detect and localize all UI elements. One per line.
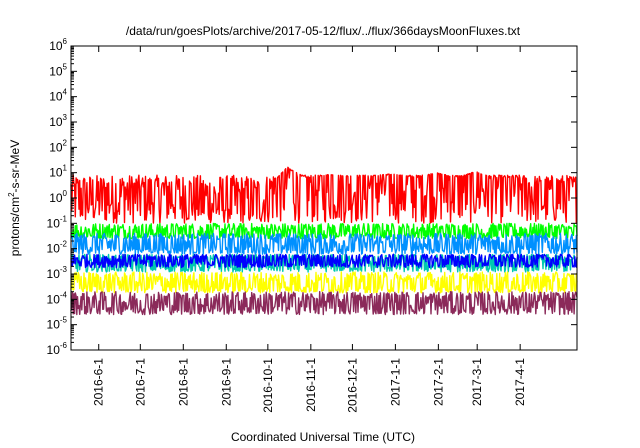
y-tick-exponent: -6	[60, 341, 68, 350]
x-tick-label: 2017-4-1	[513, 358, 527, 406]
x-tick-label: 2016-8-1	[176, 358, 190, 406]
y-tick-base: 10	[49, 166, 63, 180]
y-tick-exponent: -1	[60, 214, 68, 223]
y-tick-exponent: 1	[63, 164, 68, 173]
series-line	[70, 253, 578, 273]
y-tick-label: 101	[49, 164, 67, 180]
x-tick-label: 2016-12-1	[345, 358, 359, 413]
series-layer	[70, 166, 578, 316]
y-tick-exponent: 3	[63, 113, 68, 122]
y-tick-base: 10	[47, 292, 61, 306]
x-axis: 2016-6-1 2016-7-1 2016-8-1 2016-9-1 2016-10-…	[92, 46, 527, 413]
y-tick-base: 10	[47, 343, 61, 357]
x-tick-label: 2017-2-1	[431, 358, 445, 406]
y-tick-base: 10	[49, 39, 63, 53]
series-line	[70, 166, 578, 224]
y-tick-base: 10	[49, 64, 63, 78]
y-tick-exponent: 5	[63, 62, 68, 71]
y-tick-exponent: 2	[63, 138, 68, 147]
series-line	[70, 253, 578, 269]
y-tick-label: 106	[49, 37, 67, 53]
y-tick-base: 10	[47, 267, 61, 281]
y-tick-label: 102	[49, 138, 67, 154]
chart-title: /data/run/goesPlots/archive/2017-05-12/f…	[126, 24, 521, 38]
y-tick-label: 10-4	[47, 290, 68, 306]
series-line	[70, 232, 578, 255]
y-tick-label: 10-2	[47, 240, 68, 256]
y-axis-label: protons/cm2-s-sr-MeV	[7, 140, 22, 256]
y-tick-base: 10	[49, 115, 63, 129]
y-tick-exponent: -2	[60, 240, 68, 249]
series-line	[70, 271, 578, 294]
y-tick-exponent: 4	[63, 88, 68, 97]
y-tick-exponent: -3	[60, 265, 68, 274]
y-tick-base: 10	[49, 90, 63, 104]
y-tick-base: 10	[47, 318, 61, 332]
y-tick-label: 100	[49, 189, 67, 205]
y-tick-base: 10	[49, 140, 63, 154]
y-tick-base: 10	[47, 216, 61, 230]
x-tick-label: 2016-6-1	[92, 358, 106, 406]
x-axis-label: Coordinated Universal Time (UTC)	[231, 430, 415, 444]
y-tick-base: 10	[49, 191, 63, 205]
y-axis-label-suffix: -s-sr-MeV	[8, 140, 22, 193]
y-axis-label-prefix: protons/cm	[8, 197, 22, 256]
y-tick-exponent: 6	[63, 37, 68, 46]
y-tick-exponent: -5	[60, 316, 68, 325]
x-tick-label: 2016-7-1	[133, 358, 147, 406]
y-tick-label: 10-5	[47, 316, 68, 332]
y-tick-label: 105	[49, 62, 67, 78]
series-line	[70, 291, 578, 316]
x-tick-label: 2017-3-1	[470, 358, 484, 406]
y-tick-label: 10-6	[47, 341, 68, 357]
y-tick-exponent: 0	[63, 189, 68, 198]
x-tick-label: 2017-1-1	[388, 358, 402, 406]
y-tick-exponent: -4	[60, 290, 68, 299]
x-tick-label: 2016-11-1	[304, 358, 318, 412]
x-tick-label: 2016-10-1	[261, 358, 275, 413]
y-axis: 10-610-510-410-310-210-11001011021031041…	[47, 37, 577, 357]
y-axis-label-superscript: 2	[7, 192, 16, 197]
y-tick-label: 104	[49, 88, 67, 104]
y-tick-label: 103	[49, 113, 67, 129]
x-tick-label: 2016-9-1	[219, 358, 233, 406]
series-line	[70, 222, 578, 240]
y-tick-label: 10-3	[47, 265, 68, 281]
y-tick-base: 10	[47, 242, 61, 256]
y-tick-label: 10-1	[47, 214, 68, 230]
